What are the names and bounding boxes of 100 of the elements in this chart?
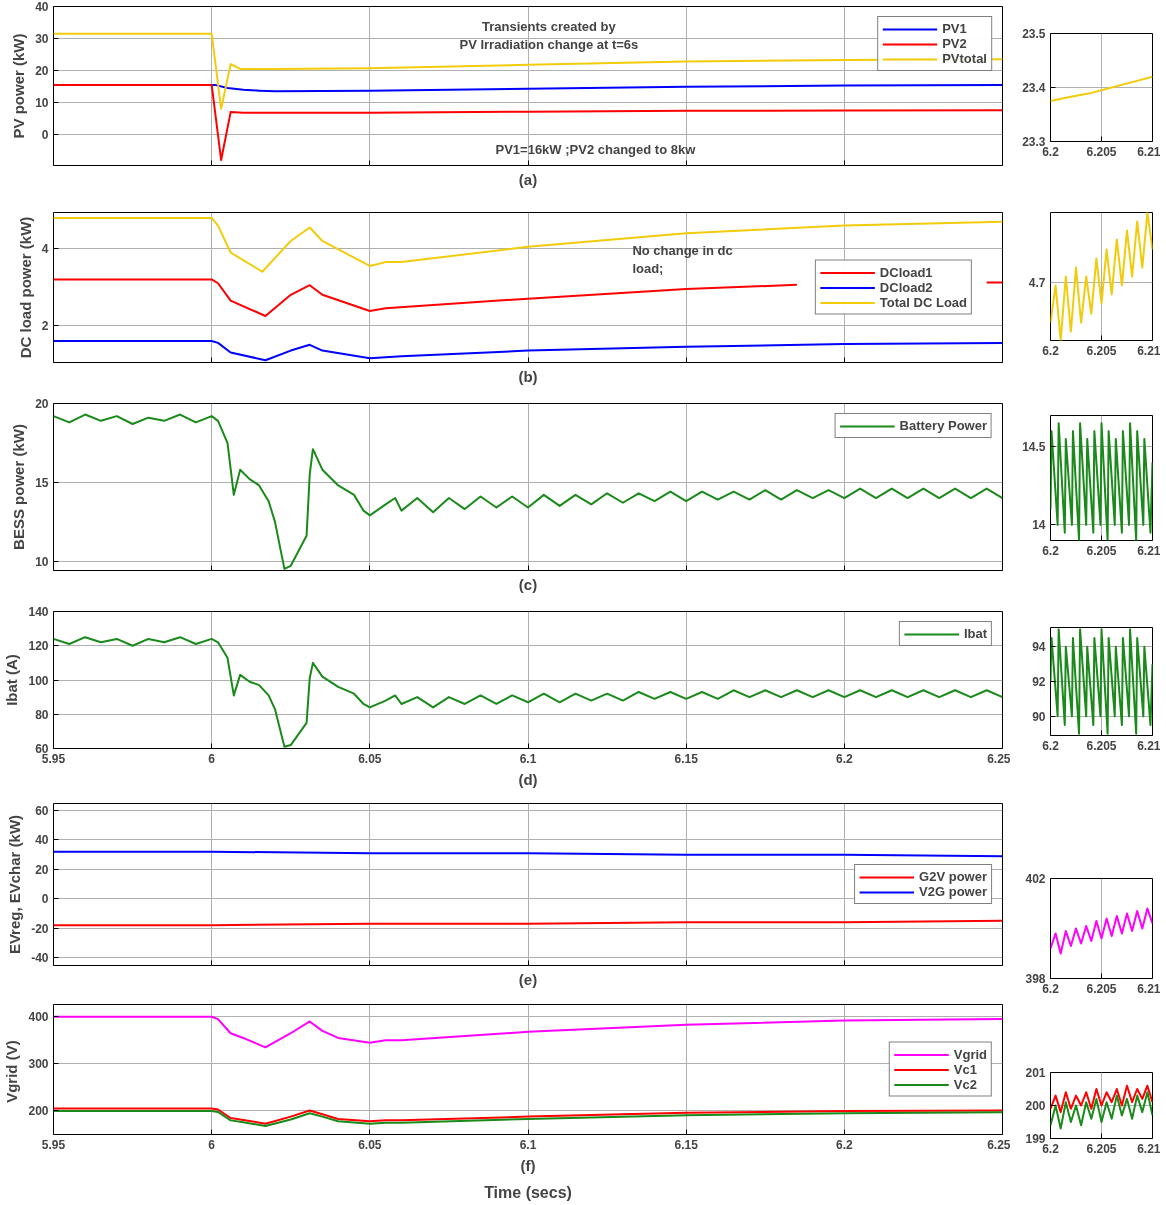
line-series xyxy=(53,83,1003,162)
legend-label: Ibat xyxy=(963,626,987,641)
y-tick-label: 60 xyxy=(35,742,49,756)
y-tick-label: 300 xyxy=(28,1057,49,1072)
text: 4.7 xyxy=(1028,276,1046,291)
y-axis-title: Ibat (A) xyxy=(3,654,21,706)
y-axis-title: EVreg, EVchar (kW) xyxy=(6,814,24,955)
x-tick-label: 6.21 xyxy=(1137,981,1161,996)
x-tick-label: 6.2 xyxy=(1042,343,1060,358)
y-tick-label: 201 xyxy=(1025,1066,1046,1080)
y-tick-label: 80 xyxy=(35,707,49,722)
legend-label: DCload2 xyxy=(879,279,933,295)
line-series xyxy=(1050,1084,1153,1114)
x-axis-title: (b) xyxy=(518,367,538,385)
annotation: Transients created by PV Irradiation change at t=6s xyxy=(459,18,639,52)
y-tick-label: 15 xyxy=(35,475,49,490)
x-tick-label: 6.1 xyxy=(519,751,537,766)
x-tick-label: 6.205 xyxy=(1086,1141,1117,1156)
y-tick-label: 120 xyxy=(28,639,49,654)
y-tick-label: 23.3 xyxy=(1022,135,1046,149)
x-axis-title: (a) xyxy=(518,170,538,188)
x-tick-label: 5.95 xyxy=(41,1137,66,1152)
y-tick-label: 90 xyxy=(1032,709,1046,724)
line-series xyxy=(53,1015,1003,1049)
x-tick-label: 6.2 xyxy=(835,1137,853,1152)
y-tick-label: 23.5 xyxy=(1022,27,1046,41)
x-tick-label: 6.25 xyxy=(987,751,1011,766)
x-axis-title: (e) xyxy=(518,970,538,988)
x-tick-label: 6.05 xyxy=(358,751,382,766)
text: Time (secs) xyxy=(484,1183,572,1201)
legend-label: G2V power xyxy=(919,869,987,884)
y-tick-label: 14.5 xyxy=(1022,440,1046,455)
x-axis-title: (f) xyxy=(520,1156,536,1174)
y-tick-label: 398 xyxy=(1025,972,1046,986)
y-tick-label: 200 xyxy=(28,1104,49,1119)
x-tick-label: 6.205 xyxy=(1086,144,1117,159)
legend-label: Vc1 xyxy=(953,1061,977,1077)
y-axis-title: Vgrid (V) xyxy=(3,1040,21,1103)
y-tick-label: 100 xyxy=(28,673,49,688)
x-tick-label: 6.15 xyxy=(674,751,699,766)
x-tick-label: 6.1 xyxy=(519,1137,537,1152)
line-series xyxy=(53,413,1003,570)
x-axis-title: (d) xyxy=(518,770,538,788)
x-tick-label: 6.205 xyxy=(1086,343,1117,358)
x-tick-label: 6.2 xyxy=(1042,738,1060,753)
legend-label: Total DC Load xyxy=(879,294,967,310)
y-axis-title: BESS power (kW) xyxy=(10,424,28,550)
line-series xyxy=(1050,907,1153,955)
y-tick-label: 200 xyxy=(1025,1099,1046,1113)
x-tick-label: 6.205 xyxy=(1086,543,1117,558)
legend-label: PV2 xyxy=(942,36,967,51)
y-tick-label: 4 xyxy=(41,242,49,257)
legend-label: Battery Power xyxy=(899,418,987,433)
x-tick-label: 6.05 xyxy=(358,1137,382,1152)
x-tick-label: 6.205 xyxy=(1086,738,1117,753)
y-axis-title: PV power (kW) xyxy=(10,33,28,139)
annotation: No change in dc load; xyxy=(632,242,733,276)
x-tick-label: 6 xyxy=(208,751,216,766)
line-series xyxy=(1050,1091,1153,1130)
legend-label: V2G power xyxy=(919,884,987,899)
x-axis-title: (c) xyxy=(518,575,538,593)
legend-label: PV1 xyxy=(942,21,967,36)
y-tick-label: -40 xyxy=(31,951,49,966)
y-axis-title: DC load power (kW) xyxy=(16,216,34,359)
y-tick-label: 30 xyxy=(35,31,49,46)
x-tick-label: 6.15 xyxy=(674,1137,699,1152)
y-tick-label: 92 xyxy=(1032,675,1046,689)
line-series xyxy=(53,339,1003,362)
y-tick-label: 40 xyxy=(35,0,49,14)
x-tick-label: 6.25 xyxy=(987,1137,1011,1152)
legend-label: Vgrid xyxy=(953,1046,987,1062)
x-tick-label: 6 xyxy=(208,1137,216,1152)
y-tick-label: 0 xyxy=(41,127,49,142)
x-tick-label: 6.21 xyxy=(1137,543,1161,558)
x-tick-label: 6.21 xyxy=(1137,738,1161,753)
x-tick-label: 6.2 xyxy=(1042,543,1060,558)
y-tick-label: 140 xyxy=(28,605,49,619)
y-tick-label: 20 xyxy=(35,862,49,877)
legend-label: PVtotal xyxy=(942,51,987,66)
line-series xyxy=(210,83,1003,93)
y-tick-label: -20 xyxy=(31,921,49,936)
y-tick-label: 402 xyxy=(1025,872,1046,886)
legend-label: Vc2 xyxy=(953,1076,977,1092)
x-tick-label: 6.21 xyxy=(1137,1141,1161,1156)
y-tick-label: 2 xyxy=(41,319,49,334)
y-tick-label: 20 xyxy=(35,63,49,78)
x-tick-label: 6.21 xyxy=(1137,343,1161,358)
y-tick-label: 23.4 xyxy=(1022,81,1046,95)
line-series xyxy=(53,32,1003,110)
y-tick-label: 10 xyxy=(35,554,49,569)
y-tick-label: 20 xyxy=(35,397,49,411)
x-tick-label: 6.205 xyxy=(1086,981,1117,996)
x-tick-label: 6.2 xyxy=(835,751,853,766)
y-tick-label: 0 xyxy=(41,892,49,907)
y-tick-label: 60 xyxy=(35,804,49,819)
y-tick-label: 14 xyxy=(1032,518,1046,533)
legend-label: DCload1 xyxy=(879,264,933,280)
y-tick-label: 199 xyxy=(1025,1132,1046,1146)
line-series xyxy=(1050,422,1153,541)
line-series xyxy=(1050,628,1153,735)
